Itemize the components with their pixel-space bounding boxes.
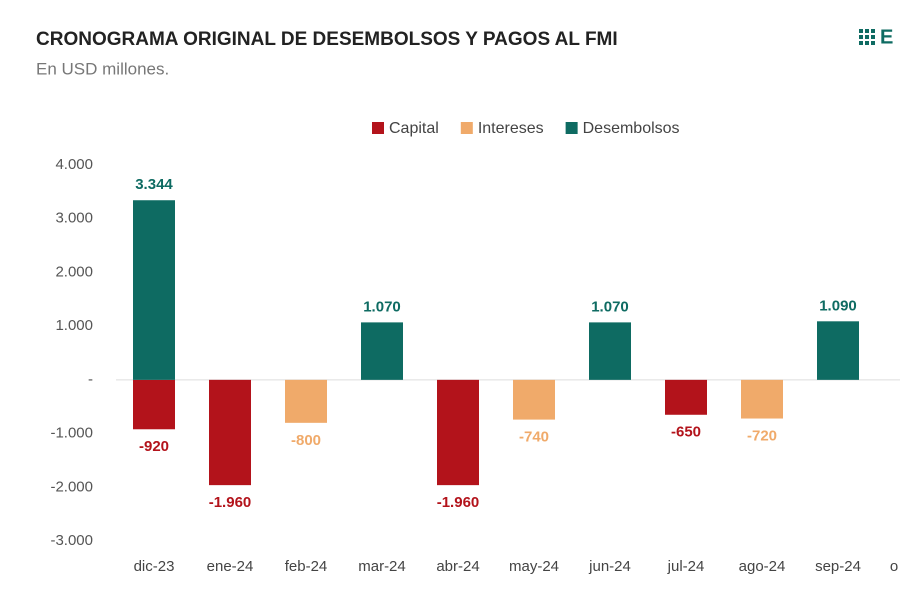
value-label: 1.070 <box>591 298 629 315</box>
x-tick-label: o <box>890 558 898 575</box>
bar <box>817 321 859 380</box>
legend-swatch <box>565 122 578 134</box>
legend-label: Desembolsos <box>583 120 680 137</box>
bar <box>285 379 327 423</box>
x-tick-label: dic-23 <box>134 558 175 575</box>
bar <box>437 379 479 486</box>
legend-label: Intereses <box>478 120 544 137</box>
bar <box>133 200 175 380</box>
bar <box>133 379 175 430</box>
y-tick-label: -2.000 <box>50 478 93 495</box>
logo: E <box>880 26 893 48</box>
y-tick-label: 2.000 <box>55 263 93 280</box>
bar <box>741 379 783 419</box>
chart-subtitle: En USD millones. <box>36 59 169 78</box>
x-tick-label: abr-24 <box>436 558 479 575</box>
y-tick-label: -1.000 <box>50 425 93 442</box>
value-label: -1.960 <box>209 494 252 511</box>
y-tick-label: -3.000 <box>50 532 93 549</box>
y-tick-label: 4.000 <box>55 156 93 173</box>
y-tick-label: - <box>88 371 93 388</box>
x-tick-label: ene-24 <box>207 558 254 575</box>
x-tick-label: ago-24 <box>739 558 786 575</box>
value-label: -920 <box>139 438 169 455</box>
x-tick-label: feb-24 <box>285 558 328 575</box>
value-label: 1.070 <box>363 298 401 315</box>
y-tick-label: 1.000 <box>55 317 93 334</box>
y-tick-label: 3.000 <box>55 210 93 227</box>
bar <box>665 379 707 415</box>
value-label: -1.960 <box>437 494 480 511</box>
bar <box>589 322 631 380</box>
x-tick-label: may-24 <box>509 558 559 575</box>
x-tick-label: mar-24 <box>358 558 406 575</box>
x-tick-label: jul-24 <box>667 558 705 575</box>
logo-icon <box>859 29 875 45</box>
chart-title: CRONOGRAMA ORIGINAL DE DESEMBOLSOS Y PAG… <box>36 29 618 50</box>
value-label: 1.090 <box>819 297 857 314</box>
bar <box>361 322 403 380</box>
value-label: -720 <box>747 428 777 445</box>
x-tick-label: jun-24 <box>588 558 631 575</box>
legend-swatch <box>460 122 473 134</box>
value-label: -740 <box>519 429 549 446</box>
bar <box>209 379 251 486</box>
legend-swatch <box>372 122 384 134</box>
value-label: 3.344 <box>135 176 173 193</box>
x-tick-label: sep-24 <box>815 558 861 575</box>
value-label: -650 <box>671 424 701 441</box>
legend-label: Capital <box>389 120 439 137</box>
value-label: -800 <box>291 432 321 449</box>
bar <box>513 379 555 420</box>
